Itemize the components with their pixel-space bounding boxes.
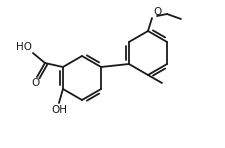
Text: O: O: [32, 78, 40, 88]
Text: HO: HO: [16, 42, 32, 52]
Text: O: O: [153, 7, 161, 17]
Text: OH: OH: [51, 105, 67, 115]
